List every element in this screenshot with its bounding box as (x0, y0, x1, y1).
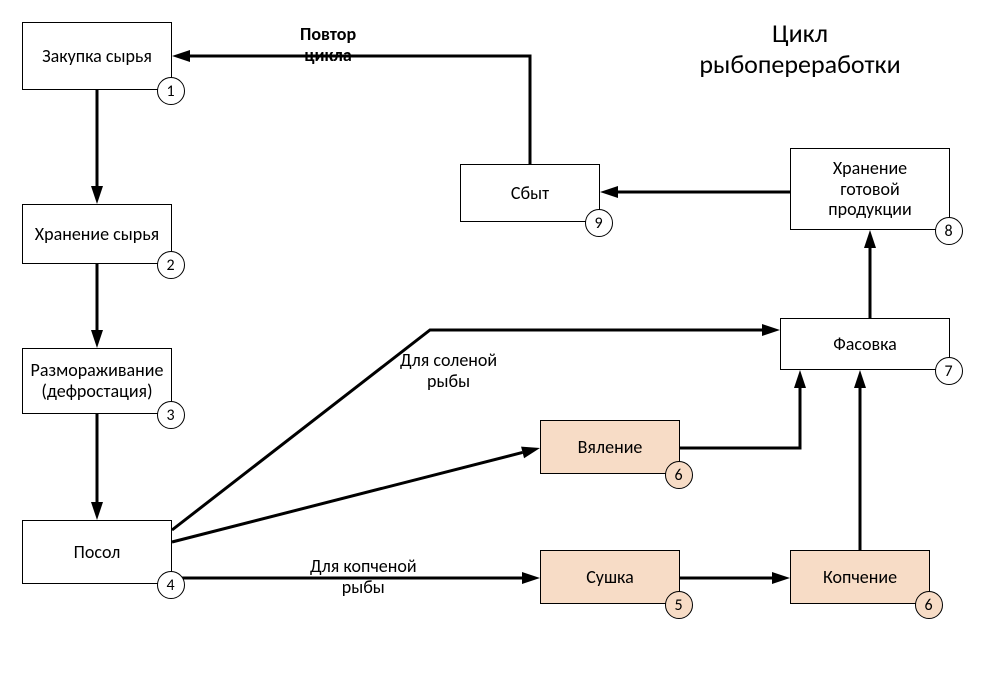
badge-n9: 9 (585, 209, 613, 237)
badge-n8: 8 (935, 217, 963, 245)
node-n8: Хранениеготовойпродукции (790, 148, 950, 230)
diagram-title: Цикл рыбопереработки (670, 18, 930, 80)
badge-n2: 2 (157, 251, 185, 279)
node-n4: Посол (22, 520, 172, 584)
title-line1: Цикл (772, 17, 828, 49)
flowchart-canvas: { "type": "flowchart", "canvas": { "widt… (0, 0, 1000, 679)
node-n6a: Вяление (540, 420, 680, 474)
node-n5: Сушка (540, 550, 680, 604)
node-n7: Фасовка (780, 318, 950, 370)
node-n6b: Копчение (790, 550, 930, 604)
badge-n4: 4 (157, 571, 185, 599)
node-n9: Сбыт (460, 164, 600, 222)
badge-n3: 3 (157, 401, 185, 429)
badge-n7: 7 (935, 357, 963, 385)
edge-label-6: Для соленойрыбы (400, 350, 497, 391)
edge-label-3: Повторцикла (300, 24, 356, 65)
badge-n1: 1 (157, 77, 185, 105)
badge-n5: 5 (665, 591, 693, 619)
edge-label-8: Для копченойрыбы (310, 556, 417, 597)
node-n2: Хранение сырья (22, 204, 172, 264)
badge-n6b: 6 (915, 591, 943, 619)
edge-7 (172, 452, 523, 542)
badge-n6a: 6 (665, 461, 693, 489)
title-line2: рыбопереработки (699, 48, 900, 80)
node-n3: Размораживание(дефростация) (22, 348, 172, 414)
node-n1: Закупка сырья (22, 22, 172, 90)
edge-9 (680, 388, 800, 448)
edge-3 (190, 56, 530, 164)
